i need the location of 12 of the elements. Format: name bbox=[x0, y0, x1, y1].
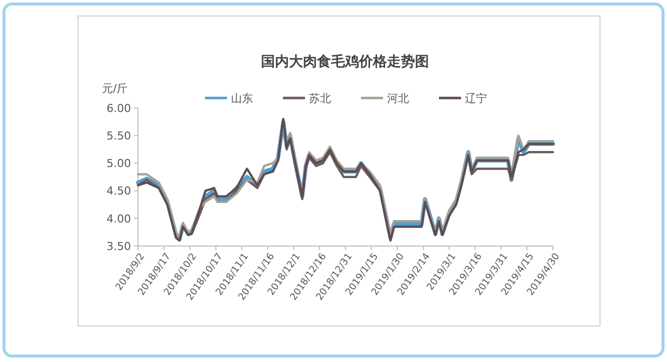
y-tick-label: 4.50 bbox=[106, 184, 131, 198]
y-tick-label: 6.00 bbox=[106, 102, 131, 115]
y-tick-label: 5.00 bbox=[106, 157, 131, 170]
y-tick-label: 4.00 bbox=[106, 212, 131, 226]
y-tick-label: 3.50 bbox=[106, 240, 131, 253]
y-tick-label: 5.50 bbox=[106, 129, 131, 142]
legend-label: 苏北 bbox=[309, 92, 331, 105]
legend-label: 辽宁 bbox=[465, 92, 487, 105]
legend-label: 山东 bbox=[231, 92, 253, 105]
legend-label: 河北 bbox=[387, 92, 409, 105]
chart-title: 国内大肉食毛鸡价格走势图 bbox=[261, 53, 429, 70]
y-axis-title: 元/斤 bbox=[102, 82, 128, 95]
